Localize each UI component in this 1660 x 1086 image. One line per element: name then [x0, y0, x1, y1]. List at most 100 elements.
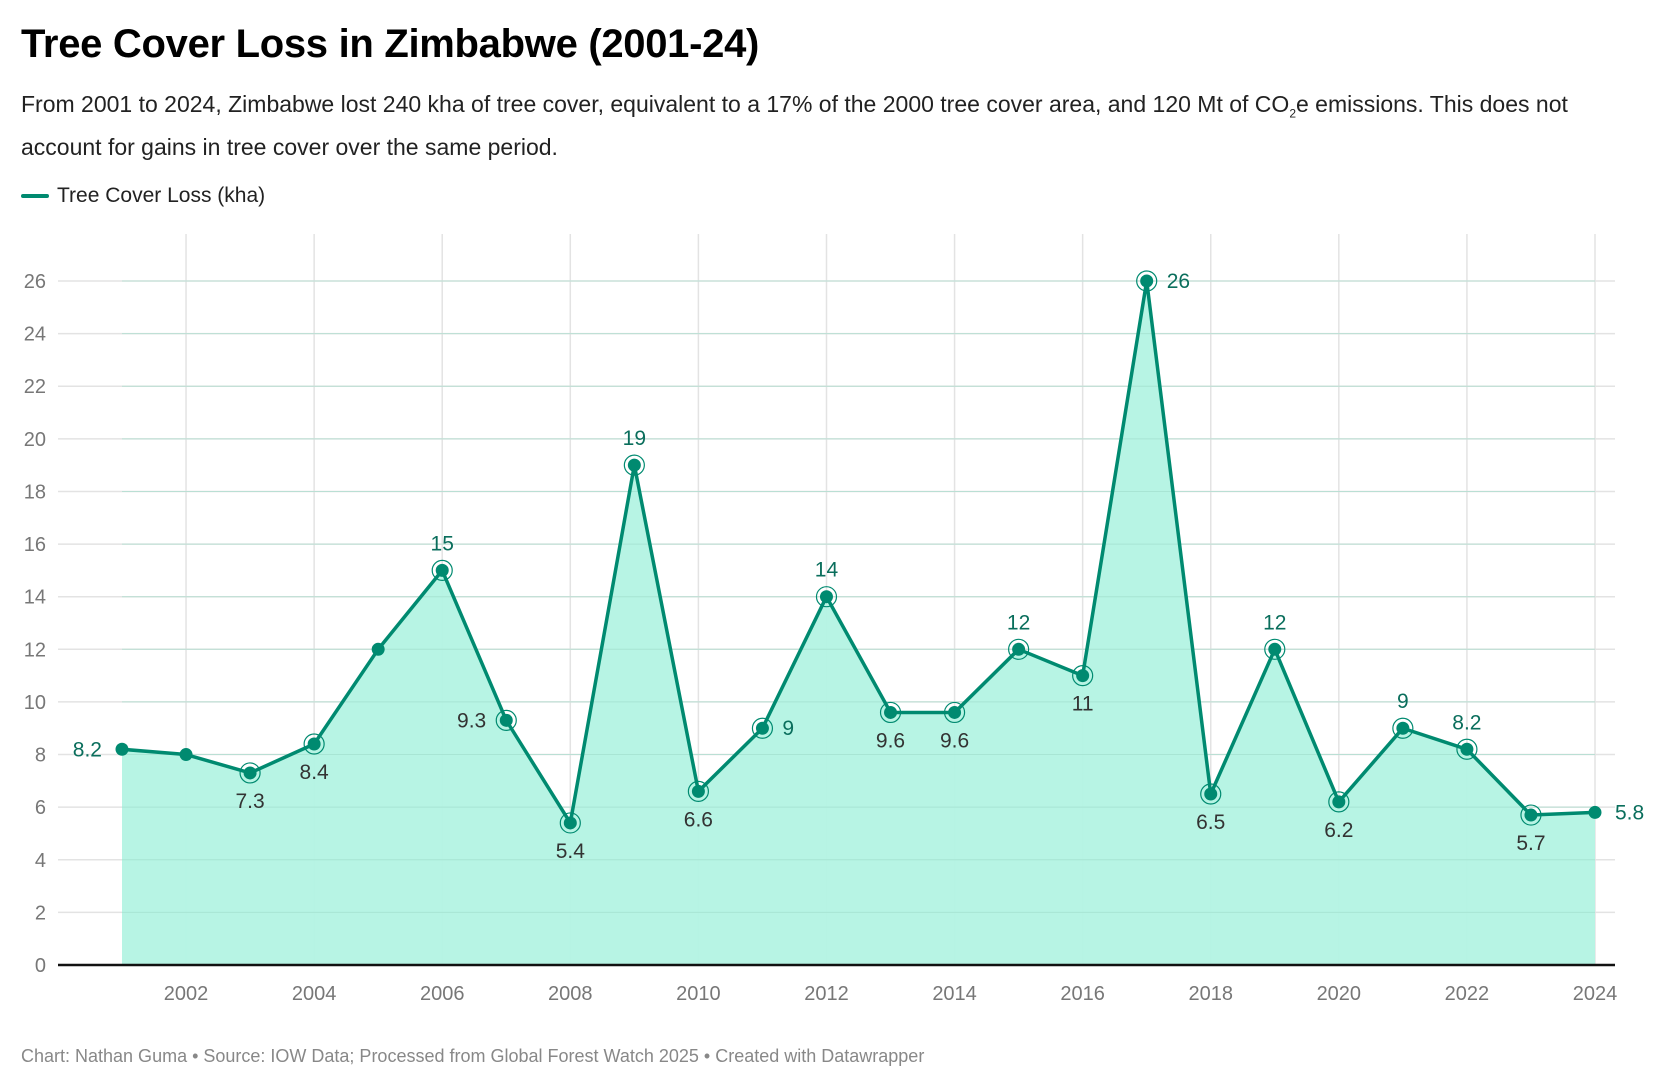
data-label: 8.4 [300, 761, 330, 784]
data-point-ring [1008, 638, 1030, 660]
y-tick-label: 8 [35, 745, 46, 767]
data-point [1012, 642, 1026, 656]
data-point [819, 590, 833, 604]
data-point [307, 737, 321, 751]
data-point [1396, 721, 1410, 735]
data-label: 11 [1072, 693, 1094, 716]
data-point-ring [303, 733, 325, 755]
data-label: 5.8 [1615, 801, 1644, 824]
data-label: 12 [1263, 611, 1286, 634]
data-point [884, 705, 898, 719]
data-point-ring [751, 717, 774, 739]
data-label: 6.5 [1196, 811, 1225, 834]
data-point-ring [623, 454, 645, 476]
data-label: 5.4 [556, 840, 586, 863]
y-tick-label: 14 [24, 587, 46, 609]
y-tick-label: 20 [24, 429, 46, 451]
x-tick-label: 2020 [1317, 983, 1362, 1005]
chart-footer: Chart: Nathan Guma • Source: IOW Data; P… [21, 1046, 925, 1066]
data-point-ring [879, 701, 902, 724]
x-tick-label: 2004 [292, 983, 337, 1005]
x-tick-label: 2010 [676, 983, 721, 1005]
y-tick-label: 2 [35, 902, 46, 924]
chart-title: Tree Cover Loss in Zimbabwe (2001-24) [21, 22, 760, 66]
data-label: 8.2 [1452, 711, 1481, 734]
data-point-ring [815, 586, 838, 608]
data-point [1524, 808, 1538, 822]
y-tick-label: 6 [35, 797, 46, 819]
data-label: 9.3 [457, 709, 486, 732]
data-point-ring [1328, 791, 1350, 813]
data-label: 19 [623, 427, 646, 450]
data-label: 7.3 [235, 790, 264, 813]
y-tick-label: 10 [24, 692, 46, 714]
data-label: 6.6 [684, 808, 713, 831]
x-tick-label: 2008 [548, 983, 593, 1005]
data-point-ring [1520, 804, 1542, 826]
data-label: 9 [1397, 690, 1409, 713]
data-point-ring [431, 559, 453, 581]
y-tick-label: 26 [24, 271, 46, 293]
data-label: 9.6 [940, 729, 969, 752]
y-tick-label: 18 [24, 481, 46, 503]
data-label: 15 [431, 532, 454, 555]
chart-subtitle: From 2001 to 2024, Zimbabwe lost 240 kha… [21, 88, 1621, 164]
data-label: 9 [782, 717, 794, 740]
data-label: 26 [1167, 270, 1190, 293]
data-point-ring [943, 701, 966, 724]
data-point-ring [1200, 783, 1222, 805]
x-tick-label: 2018 [1188, 983, 1233, 1005]
data-label: 14 [815, 559, 839, 582]
data-point [627, 458, 641, 472]
data-point [563, 816, 577, 830]
series-line [121, 279, 1596, 825]
x-tick-label: 2014 [932, 983, 977, 1005]
data-point [1268, 642, 1282, 656]
subtitle-subscript: 2 [1289, 106, 1296, 121]
data-point [1588, 805, 1602, 819]
y-tick-label: 16 [24, 534, 46, 556]
legend-swatch [21, 194, 49, 198]
y-tick-label: 0 [35, 955, 46, 977]
data-point [1460, 742, 1474, 756]
y-tick-label: 24 [24, 324, 46, 346]
data-point [1204, 787, 1218, 801]
data-point [115, 742, 129, 756]
data-label: 5.7 [1516, 832, 1545, 855]
legend-label: Tree Cover Loss (kha) [57, 184, 266, 207]
x-tick-label: 2016 [1060, 983, 1105, 1005]
x-tick-label: 2006 [420, 983, 465, 1005]
y-tick-label: 4 [35, 850, 46, 872]
subtitle-text-1: From 2001 to 2024, Zimbabwe lost 240 kha… [21, 91, 1290, 117]
data-point [948, 705, 962, 719]
data-point [1076, 669, 1090, 683]
y-tick-label: 22 [24, 376, 46, 398]
x-tick-label: 2022 [1445, 983, 1490, 1005]
data-point-ring [687, 780, 709, 802]
data-point [755, 721, 769, 735]
data-point-ring [1456, 738, 1478, 760]
data-point [371, 642, 385, 656]
data-point-ring [1264, 638, 1286, 660]
data-point [435, 563, 449, 577]
data-point [499, 713, 513, 727]
data-point-ring [1392, 717, 1414, 739]
subtitle-text-2: e emissions. This does not account for g… [21, 91, 1568, 160]
x-tick-label: 2024 [1573, 983, 1618, 1005]
data-point-ring [1136, 270, 1158, 292]
data-point [179, 748, 193, 762]
x-tick-label: 2012 [804, 983, 849, 1005]
area-fill [122, 281, 1595, 965]
y-tick-label: 12 [24, 639, 46, 661]
data-point-ring [495, 709, 517, 731]
data-point-ring [1072, 665, 1094, 687]
data-point-ring [239, 762, 261, 784]
data-point [243, 766, 257, 780]
data-label: 6.2 [1324, 819, 1353, 842]
data-label: 9.6 [876, 729, 905, 752]
legend: Tree Cover Loss (kha) [21, 184, 265, 208]
data-point [691, 784, 705, 798]
data-point [1140, 274, 1154, 288]
x-tick-label: 2002 [164, 983, 209, 1005]
